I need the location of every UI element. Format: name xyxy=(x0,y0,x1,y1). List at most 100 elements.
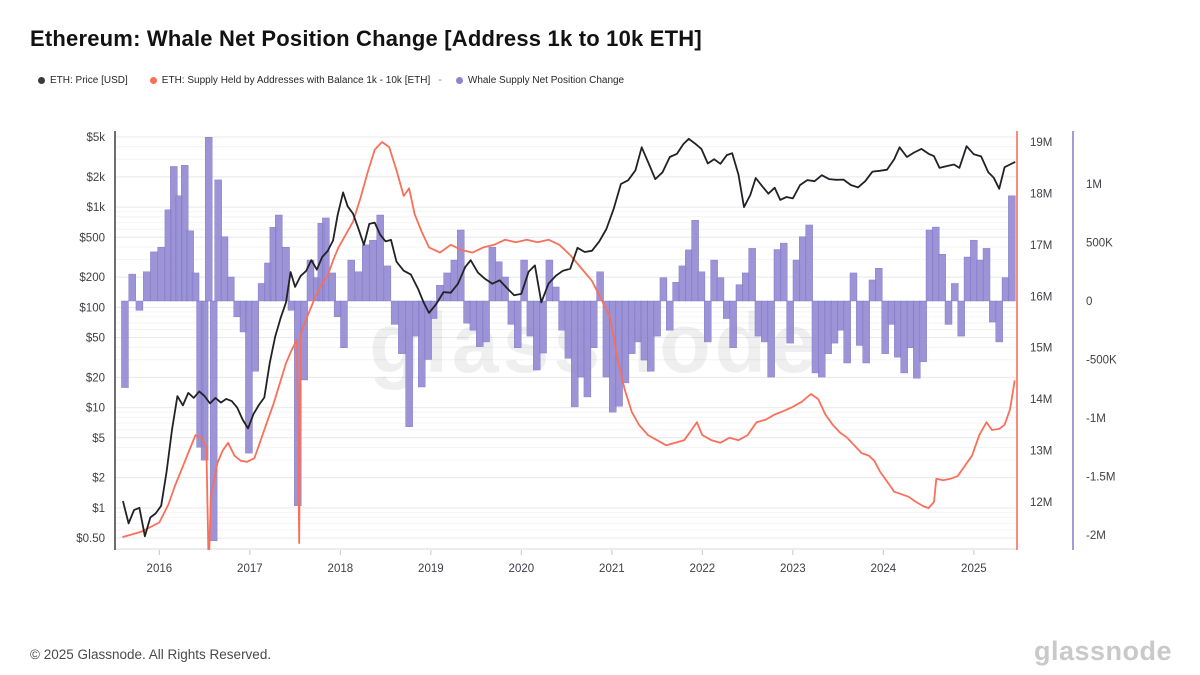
net-position-bar xyxy=(300,300,308,381)
net-position-bar xyxy=(121,300,129,388)
price-tick-label: $1k xyxy=(86,202,105,214)
year-tick-label: 2024 xyxy=(871,563,897,575)
net-position-bar xyxy=(957,300,965,337)
net-position-bar xyxy=(245,300,253,454)
net-position-bar xyxy=(418,300,426,388)
net-position-bar xyxy=(186,230,194,302)
net-position-bar xyxy=(862,300,870,364)
net-position-bar xyxy=(383,265,392,302)
net-position-bar xyxy=(328,272,336,302)
price-tick-label: $1 xyxy=(92,503,105,515)
net-position-bar xyxy=(275,214,283,302)
legend-item-label: Whale Supply Net Position Change xyxy=(467,74,625,86)
net-position-bar xyxy=(390,300,399,325)
net-position-bar xyxy=(361,244,370,302)
net-position-bar xyxy=(938,253,946,302)
net-position-bar xyxy=(849,272,858,302)
net-position-bar xyxy=(995,300,1003,343)
supply-tick-label: 13M xyxy=(1030,446,1052,458)
net-position-bar xyxy=(887,300,896,325)
supply-tick-label: 18M xyxy=(1030,188,1052,200)
eth-price-line xyxy=(122,137,1016,538)
net-position-bar xyxy=(150,251,158,302)
copyright-text: © 2025 Glassnode. All Rights Reserved. xyxy=(30,647,272,662)
axis-lines xyxy=(114,131,1074,555)
net-position-bar xyxy=(982,248,991,302)
price-tick-label: $20 xyxy=(86,372,105,384)
net-position-bar xyxy=(602,300,611,378)
net-position-bar xyxy=(157,246,165,302)
supply-series-dot-icon xyxy=(149,76,157,84)
legend-item-net-position[interactable]: Whale Supply Net Position Change xyxy=(455,74,625,86)
net-position-bar xyxy=(488,246,497,302)
year-tick-label: 2016 xyxy=(147,563,173,575)
net-position-bar xyxy=(577,300,585,378)
year-tick-label: 2020 xyxy=(509,563,535,575)
price-series-dot-icon xyxy=(38,76,45,84)
net-position-bar xyxy=(469,300,478,331)
net-position-bar xyxy=(925,229,934,302)
net-position-bar xyxy=(659,277,668,302)
supply-tick-label: 14M xyxy=(1030,394,1052,406)
net-position-bar xyxy=(951,283,959,302)
net-position-bar xyxy=(340,300,348,348)
net-position-bar xyxy=(761,300,769,343)
net-position-bar xyxy=(748,248,756,302)
year-tick-label: 2019 xyxy=(418,563,444,575)
net-position-bar xyxy=(354,271,363,302)
net-position-bar xyxy=(856,300,864,346)
year-tick-label: 2018 xyxy=(328,563,354,575)
net-position-bar xyxy=(507,300,516,325)
net-position-bar xyxy=(900,300,908,374)
price-tick-label: $500 xyxy=(79,232,105,244)
net-position-bar xyxy=(398,300,406,354)
net-position-bar xyxy=(843,300,851,364)
net-position-bar xyxy=(628,300,636,354)
legend-item-supply[interactable]: ETH: Supply Held by Addresses with Balan… xyxy=(149,74,431,86)
net-position-bar xyxy=(596,271,604,302)
net-position-bar xyxy=(647,300,655,372)
net-tick-label: -1M xyxy=(1086,413,1106,425)
net-tick-label: 0 xyxy=(1086,296,1092,308)
price-tick-label: $50 xyxy=(86,333,105,345)
net-position-bar xyxy=(564,300,573,359)
net-position-bar xyxy=(767,300,775,378)
net-position-bar xyxy=(976,259,984,302)
net-position-bar xyxy=(678,265,687,302)
net-position-bar xyxy=(653,300,661,337)
net-position-bar xyxy=(200,300,209,461)
net-position-bar xyxy=(786,300,794,344)
net-position-bar xyxy=(666,300,674,331)
supply-tick-label: 12M xyxy=(1030,497,1052,509)
net-position-bar xyxy=(545,259,554,302)
net-position-bar xyxy=(135,300,144,311)
net-position-bar xyxy=(640,300,649,361)
legend-item-label: ETH: Price [USD] xyxy=(50,74,128,86)
net-position-bar xyxy=(729,300,737,348)
net-tick-label: -500K xyxy=(1086,355,1117,367)
net-position-bar xyxy=(514,300,522,348)
supply-held-line xyxy=(122,141,1016,550)
net-position-bar xyxy=(443,272,451,302)
price-tick-label: $100 xyxy=(79,302,105,314)
net-position-bar xyxy=(282,246,290,302)
net-position-bar xyxy=(552,286,560,302)
year-tick-label: 2023 xyxy=(780,563,806,575)
net-position-bar xyxy=(881,300,889,354)
legend-item-label: ETH: Supply Held by Addresses with Balan… xyxy=(161,74,431,86)
net-position-bar xyxy=(539,300,547,354)
net-position-bar xyxy=(405,300,413,427)
glassnode-logo: glassnode xyxy=(1033,636,1172,666)
net-position-bar xyxy=(214,179,222,302)
plot-area[interactable] xyxy=(121,136,1016,569)
net-position-bar xyxy=(875,268,883,302)
legend-item-price[interactable]: ETH: Price [USD] xyxy=(38,75,128,86)
net-position-bar xyxy=(792,259,801,302)
net-position-bar xyxy=(476,300,484,347)
net-position-bar xyxy=(287,300,296,311)
net-position-bar xyxy=(716,277,725,302)
net-tick-label: -2M xyxy=(1086,530,1106,542)
net-position-bar xyxy=(347,259,355,302)
